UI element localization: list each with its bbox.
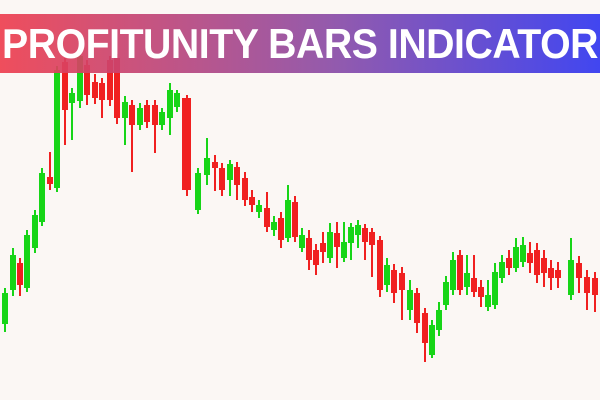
bearish-candle [592,278,598,295]
page-title: PROFITUNITY BARS INDICATOR [2,19,598,67]
bullish-candle [24,235,30,288]
candle-wick [473,255,475,297]
bullish-candle [174,93,180,107]
bullish-candle [384,265,390,285]
bullish-candle [256,205,262,212]
bearish-candle [62,62,68,110]
bullish-candle [499,262,505,278]
bearish-candle [129,105,135,125]
banner-gradient-background [0,14,600,73]
bullish-candle [492,272,498,305]
bearish-candle [555,270,561,278]
bullish-candle [299,235,305,248]
bearish-candle [399,273,405,290]
bearish-candle [457,255,463,290]
bearish-candle [541,258,547,273]
bullish-candle [137,108,143,125]
candle-wick [131,100,133,172]
bearish-candle [306,238,312,260]
bullish-candle [429,325,435,355]
bearish-candle [478,287,484,297]
bearish-candle [219,168,225,190]
bullish-candle [407,290,413,310]
bullish-candle [10,255,16,290]
bearish-candle [92,82,98,98]
bearish-candle [264,208,270,227]
bearish-candle [47,177,53,184]
bearish-candle [362,228,368,242]
bullish-candle [122,102,128,118]
bearish-candle [320,243,326,252]
bearish-candle [278,218,284,240]
bearish-candle [377,240,383,290]
bullish-candle [204,158,210,175]
bearish-candle [422,313,428,343]
bullish-candle [341,242,347,258]
candle-wick [364,224,366,260]
candle-wick [214,155,216,191]
bearish-candle [414,293,420,323]
bearish-candle [391,270,397,293]
bearish-candle [249,197,255,205]
bullish-candle [32,215,38,248]
bullish-candle [520,245,526,262]
bullish-candle [285,200,291,238]
bearish-candle [17,263,23,285]
bearish-candle [114,58,120,118]
bearish-candle [471,278,477,292]
bearish-candle [234,167,240,185]
bullish-candle [159,112,165,125]
bearish-candle [313,250,319,265]
bullish-candle [227,164,233,180]
bullish-candle [271,222,277,230]
bearish-candle [292,202,298,237]
bearish-candle [506,258,512,268]
bearish-candle [152,105,158,125]
bullish-candle [436,310,442,330]
bullish-candle [464,273,470,287]
candle-wick [71,88,73,140]
candle-wick [154,100,156,153]
bullish-candle [195,173,201,210]
bullish-candle [69,93,75,103]
bearish-candle [84,65,90,95]
bearish-candle [584,277,590,293]
bearish-candle [107,60,113,100]
bearish-candle [212,162,218,168]
bullish-candle [39,173,45,222]
bullish-candle [2,293,8,324]
bearish-candle [527,253,533,263]
bullish-candle [77,56,83,101]
candle-wick [49,152,51,190]
bearish-candle [99,83,105,100]
bearish-candle [576,263,582,278]
bearish-candle [182,98,191,190]
bearish-candle [144,105,150,122]
bearish-candle [369,232,375,245]
candle-wick [401,267,403,320]
bullish-candle [54,70,60,188]
bullish-candle [355,225,361,235]
bearish-candle [534,250,540,275]
candle-wick [371,228,373,277]
bullish-candle [443,282,449,305]
bullish-candle [485,295,491,307]
bearish-candle [334,233,340,247]
bullish-candle [327,232,333,258]
bullish-candle [450,260,456,290]
title-banner: PROFITUNITY BARS INDICATOR [0,14,600,73]
bullish-candle [513,247,519,268]
bearish-candle [242,178,248,200]
candle-wick [124,96,126,145]
bullish-candle [568,260,574,295]
bullish-candle [167,90,173,118]
bullish-candle [348,227,354,243]
bearish-candle [548,268,554,278]
